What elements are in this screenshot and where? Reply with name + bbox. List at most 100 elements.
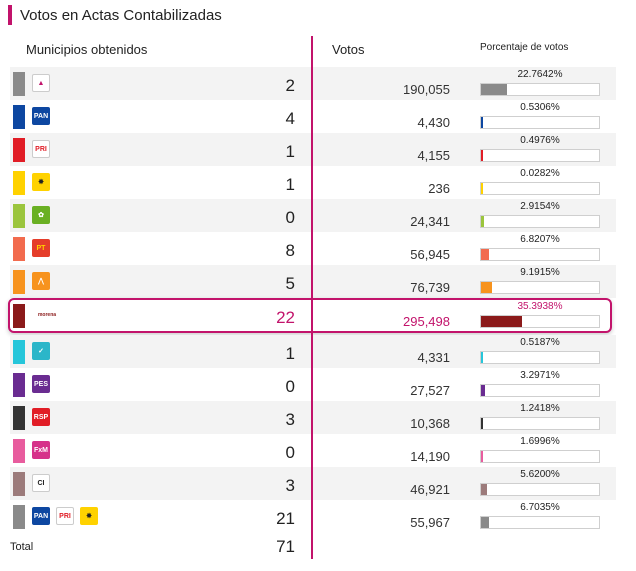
votos-value: 4,331 bbox=[417, 350, 450, 365]
votos-value: 4,430 bbox=[417, 115, 450, 130]
percentage-bar-fill bbox=[481, 316, 522, 327]
ci-logo: CI bbox=[32, 474, 50, 492]
porcentaje-value: 6.7035% bbox=[520, 502, 560, 513]
municipios-value: 5 bbox=[285, 274, 295, 293]
table-row[interactable]: ⋀ 5 76,739 9.1915% bbox=[10, 265, 616, 298]
pvem-logo: ✿ bbox=[32, 206, 50, 224]
porcentaje-value: 35.3938% bbox=[517, 301, 563, 312]
pri-logo: PRI bbox=[56, 507, 74, 525]
municipios-value: 8 bbox=[285, 241, 295, 260]
porcentaje-value: 0.4976% bbox=[520, 135, 560, 146]
percentage-bar bbox=[480, 483, 600, 496]
porcentaje-value: 0.5306% bbox=[520, 102, 560, 113]
porcentaje-value: 1.2418% bbox=[520, 403, 560, 414]
municipios-value: 0 bbox=[285, 443, 295, 462]
percentage-bar-fill bbox=[481, 216, 485, 227]
party-logos: RSP bbox=[32, 408, 50, 426]
party-logos: ✓ bbox=[32, 342, 50, 360]
title-accent bbox=[8, 5, 12, 25]
table-row[interactable]: CI 3 46,921 5.6200% bbox=[10, 467, 616, 500]
municipios-value: 3 bbox=[285, 476, 295, 495]
percentage-bar-fill bbox=[481, 385, 485, 396]
votos-value: 27,527 bbox=[410, 383, 450, 398]
percentage-bar bbox=[480, 215, 600, 228]
table-row[interactable]: FxM 0 14,190 1.6996% bbox=[10, 434, 616, 467]
votos-value: 4,155 bbox=[417, 148, 450, 163]
party-color-swatch bbox=[13, 171, 25, 195]
table-row[interactable]: ✿ 0 24,341 2.9154% bbox=[10, 199, 616, 232]
municipios-header: Municipios obtenidos bbox=[26, 42, 148, 57]
percentage-bar bbox=[480, 149, 600, 162]
votos-value: 295,498 bbox=[403, 314, 450, 329]
percentage-bar bbox=[480, 83, 600, 96]
votos-value: 46,921 bbox=[410, 482, 450, 497]
table-row[interactable]: PAN 4 4,430 0.5306% bbox=[10, 100, 616, 133]
table-row[interactable]: ✓ 1 4,331 0.5187% bbox=[10, 335, 616, 368]
rsp-logo: RSP bbox=[32, 408, 50, 426]
percentage-bar bbox=[480, 384, 600, 397]
total-label: Total bbox=[10, 541, 34, 553]
percentage-bar-fill bbox=[481, 517, 489, 528]
table-row[interactable]: PES 0 27,527 3.2971% bbox=[10, 368, 616, 401]
title-bar: Votos en Actas Contabilizadas bbox=[8, 5, 222, 25]
percentage-bar bbox=[480, 417, 600, 430]
votos-header: Votos bbox=[332, 42, 365, 57]
percentage-bar bbox=[480, 281, 600, 294]
table-row[interactable]: RSP 3 10,368 1.2418% bbox=[10, 401, 616, 434]
party-color-swatch bbox=[13, 270, 25, 294]
votos-value: 56,945 bbox=[410, 247, 450, 262]
mc-logo: ⋀ bbox=[32, 272, 50, 290]
total-value: 71 bbox=[276, 537, 295, 556]
percentage-bar bbox=[480, 351, 600, 364]
party-color-swatch bbox=[13, 304, 25, 328]
municipios-value: 1 bbox=[285, 142, 295, 161]
party-logos: PAN PRI ✸ bbox=[32, 507, 98, 525]
percentage-bar bbox=[480, 182, 600, 195]
morena-logo: morena bbox=[32, 306, 62, 324]
party-logos: FxM bbox=[32, 441, 50, 459]
municipios-value: 4 bbox=[285, 109, 295, 128]
porcentaje-value: 9.1915% bbox=[520, 267, 560, 278]
percentage-bar bbox=[480, 315, 600, 328]
municipios-value: 22 bbox=[276, 308, 295, 327]
page-title: Votos en Actas Contabilizadas bbox=[20, 6, 222, 24]
table-row[interactable]: PT 8 56,945 6.8207% bbox=[10, 232, 616, 265]
party-color-swatch bbox=[13, 406, 25, 430]
percentage-bar-fill bbox=[481, 150, 483, 161]
table-row[interactable]: PAN PRI ✸ 21 55,967 6.7035% bbox=[10, 500, 616, 533]
porcentaje-value: 0.5187% bbox=[520, 337, 560, 348]
percentage-bar bbox=[480, 248, 600, 261]
votos-value: 24,341 bbox=[410, 214, 450, 229]
votos-value: 10,368 bbox=[410, 416, 450, 431]
porcentaje-header: Porcentaje de votos bbox=[480, 42, 569, 53]
party-logos: ✸ bbox=[32, 173, 50, 191]
party-color-swatch bbox=[13, 138, 25, 162]
percentage-bar-fill bbox=[481, 117, 483, 128]
pes-logo: PES bbox=[32, 375, 50, 393]
porcentaje-value: 22.7642% bbox=[517, 69, 563, 80]
percentage-bar-fill bbox=[481, 282, 492, 293]
percentage-bar-fill bbox=[481, 352, 483, 363]
party-logos: CI bbox=[32, 474, 50, 492]
percentage-bar-fill bbox=[481, 84, 508, 95]
percentage-bar bbox=[480, 516, 600, 529]
pan-logo: PAN bbox=[32, 107, 50, 125]
table-row[interactable]: ✸ 1 236 0.0282% bbox=[10, 166, 616, 199]
porcentaje-value: 2.9154% bbox=[520, 201, 560, 212]
municipios-value: 3 bbox=[285, 410, 295, 429]
percentage-bar-fill bbox=[481, 183, 483, 194]
na-logo: ✓ bbox=[32, 342, 50, 360]
table-row[interactable]: morena 22 295,498 35.3938% bbox=[10, 299, 616, 332]
fxm-logo: FxM bbox=[32, 441, 50, 459]
table-row[interactable]: ▲ 2 190,055 22.7642% bbox=[10, 67, 616, 100]
table-row[interactable]: PRI 1 4,155 0.4976% bbox=[10, 133, 616, 166]
party-color-swatch bbox=[13, 237, 25, 261]
party-color-swatch bbox=[13, 72, 25, 96]
party-color-swatch bbox=[13, 105, 25, 129]
municipios-value: 0 bbox=[285, 208, 295, 227]
votos-value: 76,739 bbox=[410, 280, 450, 295]
municipios-value: 21 bbox=[276, 509, 295, 528]
porcentaje-value: 5.6200% bbox=[520, 469, 560, 480]
percentage-bar-fill bbox=[481, 249, 489, 260]
porcentaje-value: 1.6996% bbox=[520, 436, 560, 447]
